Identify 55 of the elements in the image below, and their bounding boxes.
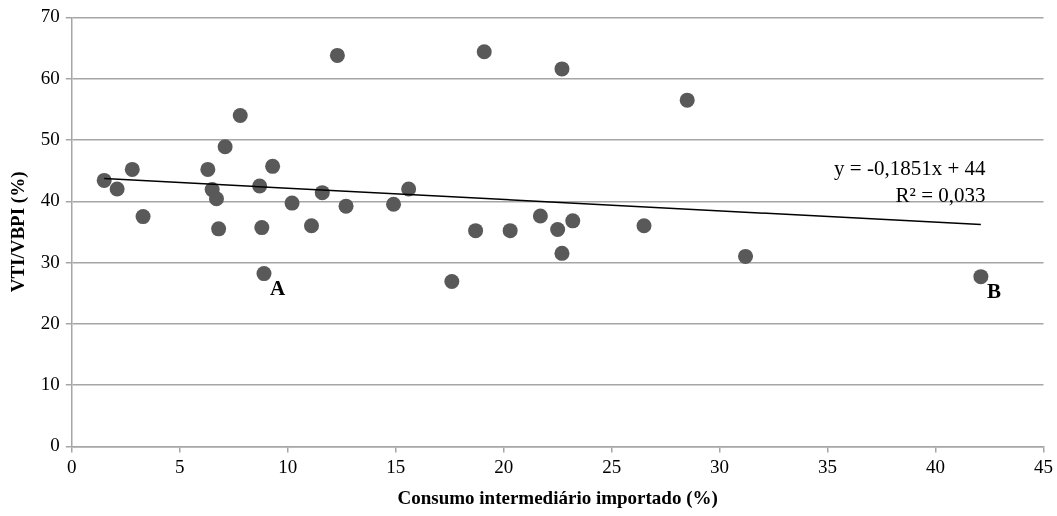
x-tick-label: 25 (602, 455, 622, 477)
point (502, 223, 518, 239)
point (386, 196, 402, 212)
point (401, 181, 417, 197)
y-tick-label: 30 (40, 250, 60, 272)
point (96, 172, 112, 188)
point (554, 61, 570, 77)
y-tick-label: 50 (40, 127, 60, 149)
annotation: y = -0,1851x + 44 (834, 155, 986, 180)
annotation: B (986, 279, 1001, 304)
y-tick-label: 70 (40, 5, 60, 27)
point (532, 208, 548, 224)
point (329, 47, 345, 63)
y-tick-label: 20 (40, 311, 60, 333)
point (217, 139, 233, 155)
y-tick-label: 0 (50, 434, 60, 456)
point (565, 213, 581, 229)
point (284, 195, 300, 211)
point (232, 107, 248, 123)
x-axis-title: Consumo intermediário importado (%) (397, 486, 718, 509)
point (109, 181, 125, 197)
x-tick-label: 0 (67, 455, 77, 477)
x-tick-label: 10 (278, 455, 298, 477)
point (135, 209, 151, 225)
point (468, 223, 484, 239)
point (265, 158, 281, 174)
x-tick-label: 5 (175, 455, 185, 477)
point (208, 191, 224, 207)
y-tick-label: 40 (40, 189, 60, 211)
y-tick-label: 10 (40, 373, 60, 395)
y-axis-title: VTI/VBPI (%) (7, 171, 30, 293)
point (124, 161, 140, 177)
annotation: A (269, 276, 286, 300)
x-tick-label: 20 (494, 455, 514, 477)
point (554, 245, 570, 261)
point (211, 221, 227, 237)
point (254, 220, 270, 236)
point (338, 198, 354, 214)
point (679, 92, 695, 108)
point (303, 218, 319, 234)
annotation: R² = 0,033 (895, 182, 986, 207)
point (738, 248, 754, 264)
point (550, 221, 566, 237)
point (256, 266, 272, 282)
x-tick-label: 30 (710, 455, 730, 477)
x-tick-label: 45 (1034, 455, 1053, 477)
point (444, 274, 460, 290)
point (200, 161, 216, 177)
point (973, 269, 989, 285)
y-tick-label: 60 (40, 66, 60, 88)
x-tick-label: 40 (926, 455, 946, 477)
x-tick-label: 15 (386, 455, 406, 477)
x-tick-label: 35 (818, 455, 838, 477)
point (476, 44, 492, 60)
point (636, 218, 652, 234)
